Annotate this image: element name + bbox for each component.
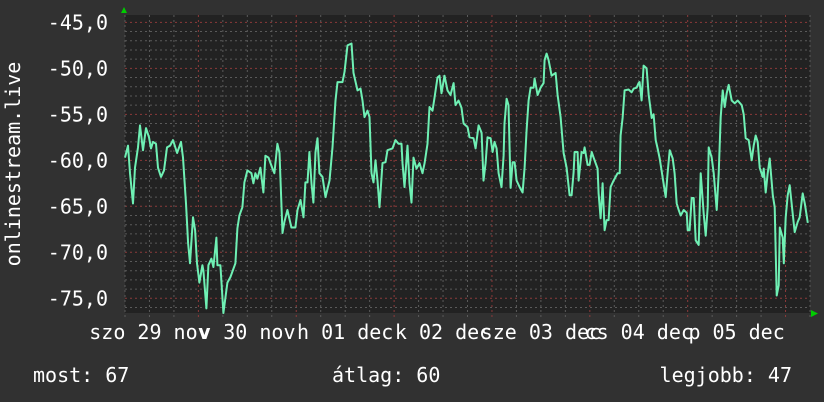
y-tick-label: -70,0 [48,240,108,264]
grid [124,15,811,317]
y-axis: -45,0 -50,0 -55,0 -60,0 -65,0 -70,0 -75,0 [48,10,108,310]
series-line [124,42,809,314]
legend-average: átlag: 60 [332,363,440,387]
y-axis-label: onlinestream.live [1,62,25,267]
x-tick-label: k 02 dec [395,320,491,344]
x-tick-label: sze 03 dec [481,320,601,344]
y-tick-label: -45,0 [48,10,108,34]
y-tick-label: -55,0 [48,102,108,126]
x-tick-label: p 05 dec [688,320,784,344]
legend-best: legjobb: 47 [660,363,792,387]
x-tick-label: cs 04 dec [585,320,693,344]
x-axis-arrow-icon [811,310,818,317]
x-tick-label: h 01 dec [297,320,393,344]
y-tick-label: -75,0 [48,286,108,310]
y-tick-label: -50,0 [48,56,108,80]
y-tick-label: -60,0 [48,148,108,172]
y-tick-label: -65,0 [48,194,108,218]
x-tick-label: szo 29 nov [89,320,209,344]
x-tick-label: v 30 nov [199,320,295,344]
legend-current: most: 67 [33,363,129,387]
y-axis-arrow-icon [121,7,127,13]
plot-area [125,15,810,313]
